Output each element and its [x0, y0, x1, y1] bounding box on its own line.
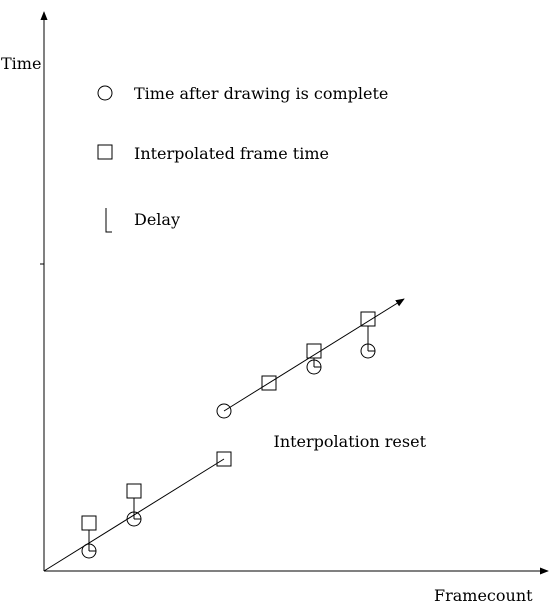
interpolated-frame-marker [81, 515, 97, 531]
x-axis-label: Framecount [434, 586, 533, 601]
annotation-interpolation-reset: Interpolation reset [274, 432, 427, 451]
interpolation-line-2 [223, 298, 405, 412]
interpolated-frame-marker [360, 311, 376, 327]
interpolated-frame-marker [261, 375, 277, 391]
square-icon [97, 144, 113, 160]
interpolated-frame-marker [126, 483, 142, 499]
legend-item-delay: Delay [105, 208, 180, 233]
interpolated-frame-marker [306, 343, 322, 359]
circle-icon [97, 85, 113, 101]
interpolated-frame-marker [216, 451, 232, 467]
drawing-complete-marker [81, 543, 97, 559]
legend: Time after drawing is complete Interpola… [97, 84, 388, 233]
drawing-complete-marker [360, 343, 376, 359]
data-points [81, 311, 376, 559]
legend-item-interpolated: Interpolated frame time [97, 144, 329, 163]
legend-label-complete: Time after drawing is complete [134, 84, 388, 103]
drawing-complete-marker [306, 359, 322, 375]
delay-bars [88, 326, 375, 552]
legend-label-interpolated: Interpolated frame time [134, 144, 329, 163]
drawing-complete-marker [126, 511, 142, 527]
legend-item-complete: Time after drawing is complete [97, 84, 388, 103]
drawing-complete-marker [216, 403, 232, 419]
y-axis-label: Time [1, 54, 41, 73]
delay-bar-icon [105, 208, 112, 233]
legend-label-delay: Delay [134, 210, 180, 229]
